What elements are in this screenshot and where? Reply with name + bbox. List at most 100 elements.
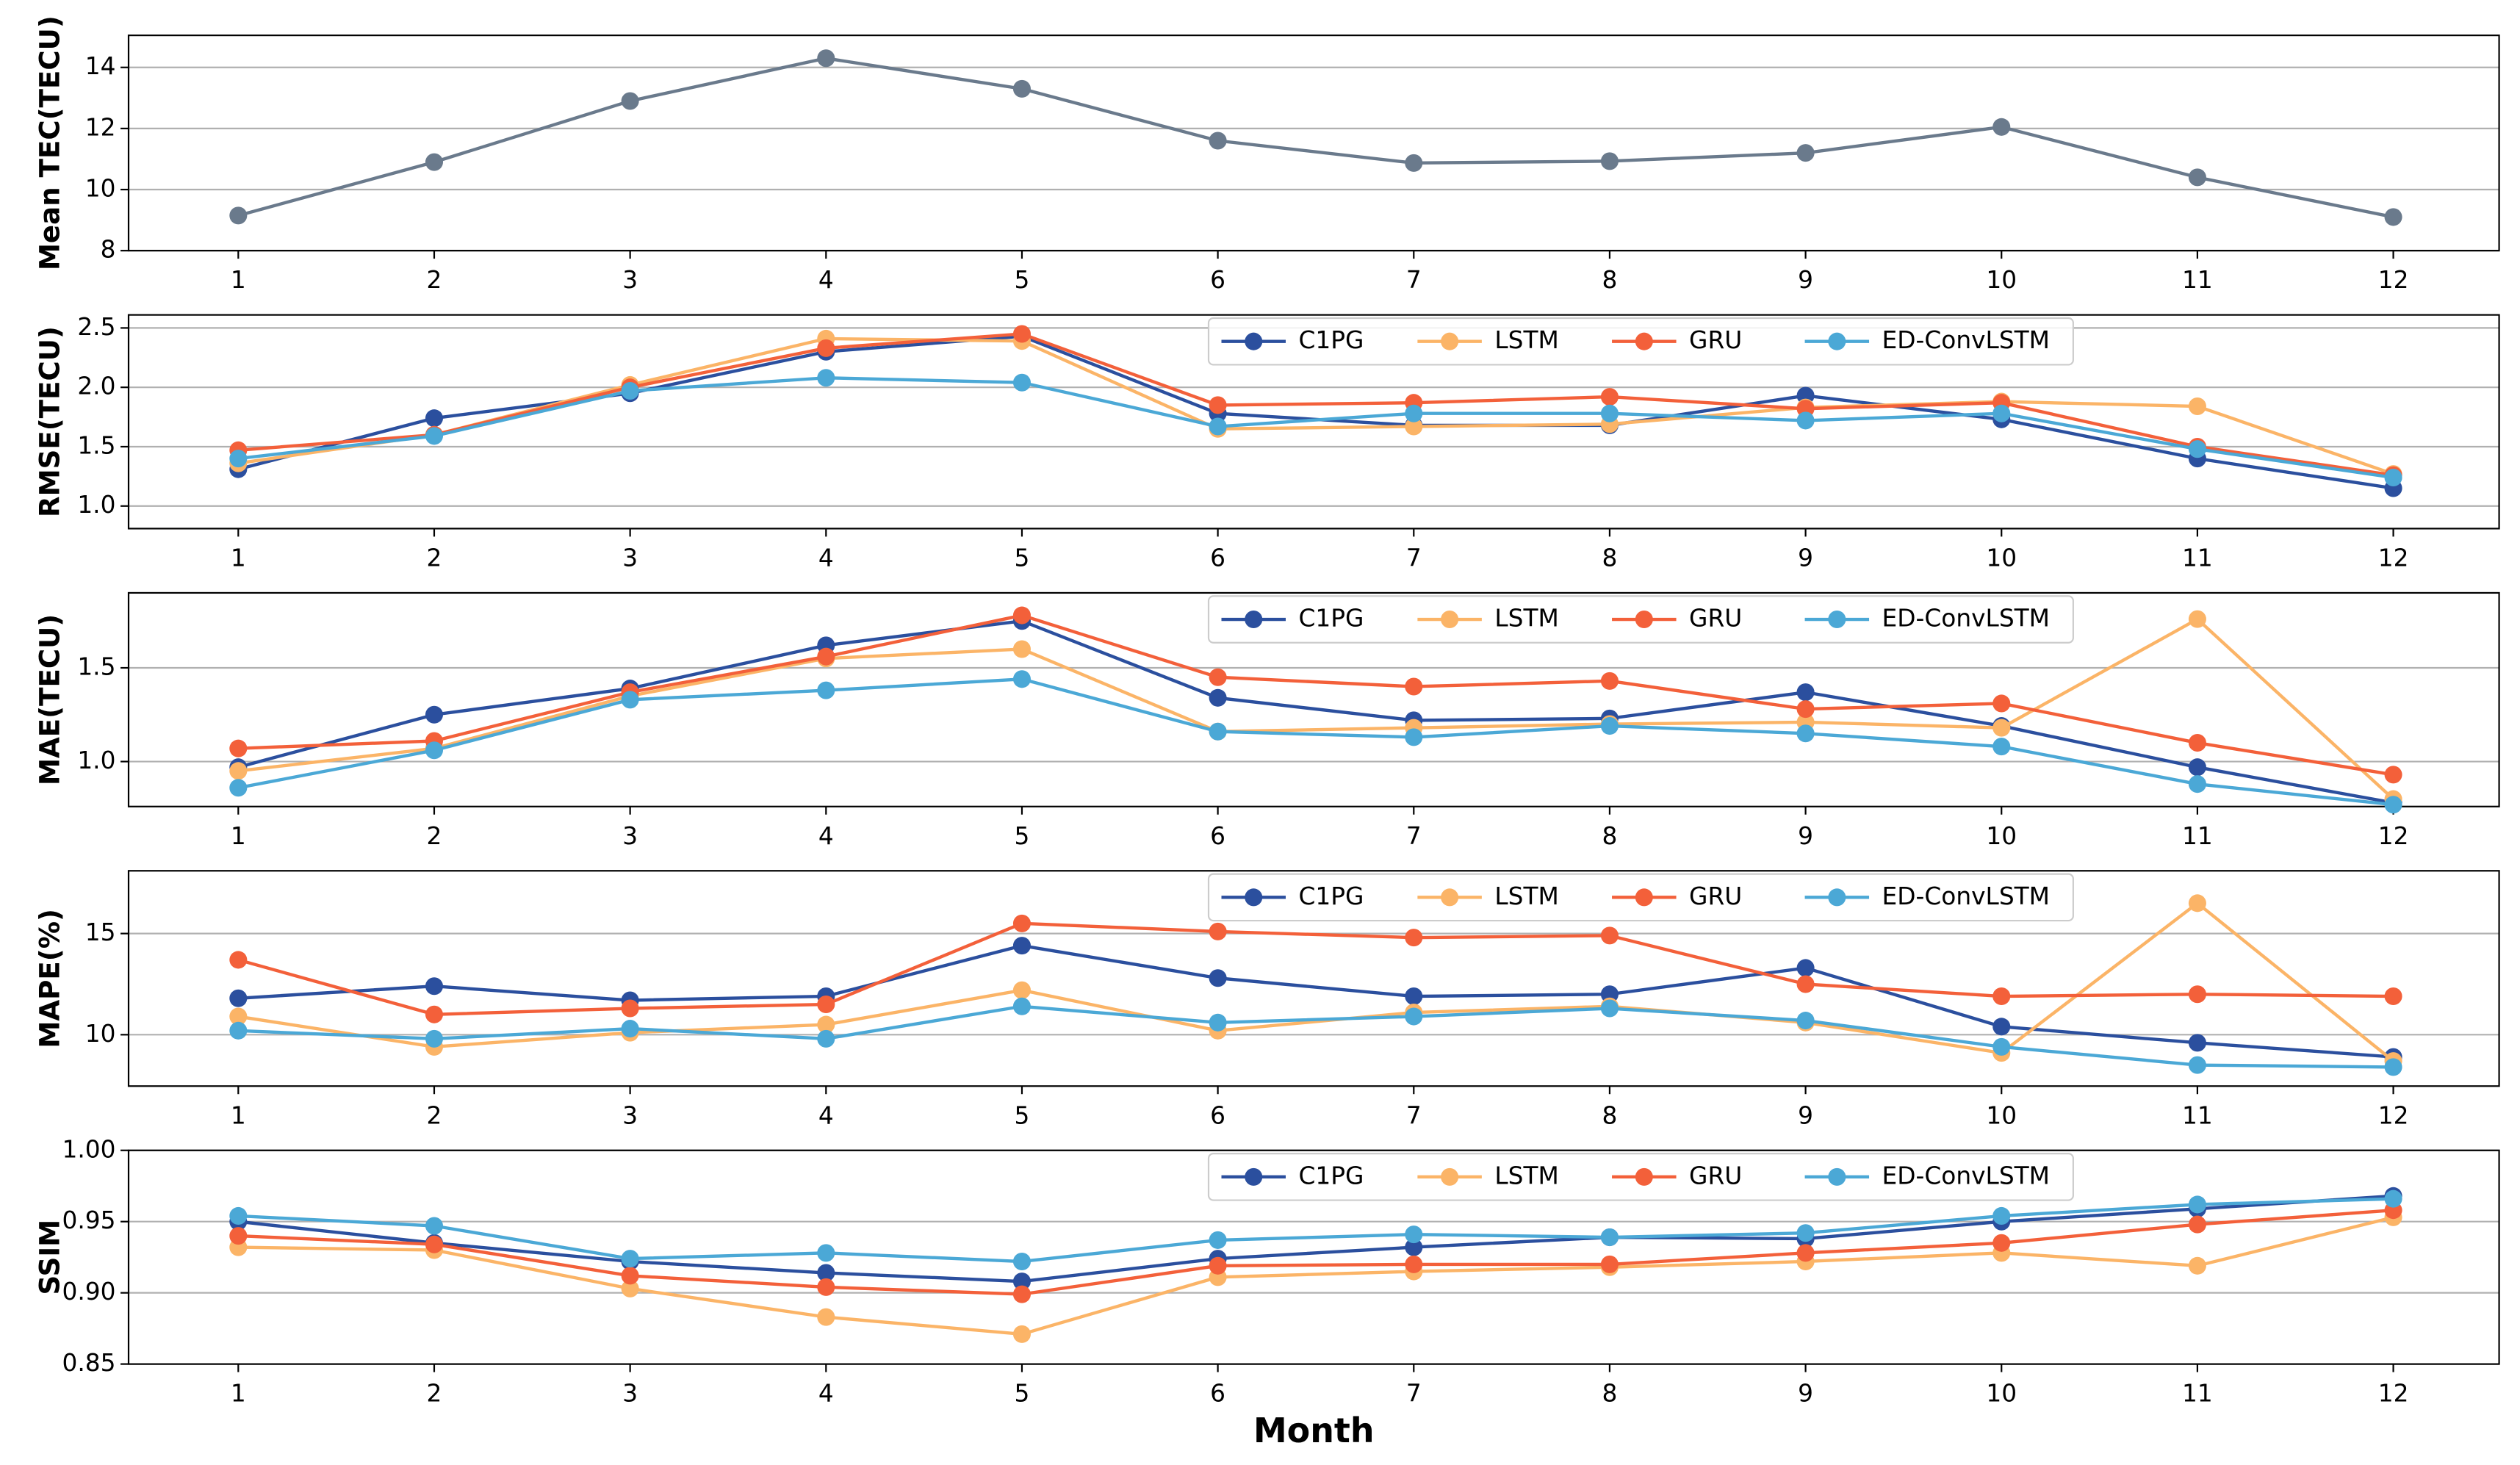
- point: [1600, 1255, 1619, 1273]
- x-tick-label: 4: [818, 1101, 834, 1129]
- point: [621, 691, 639, 709]
- x-tick-label: 10: [1986, 1380, 2017, 1408]
- x-tick-label: 1: [231, 822, 246, 850]
- point: [1600, 404, 1619, 422]
- legend-marker: [1441, 332, 1459, 350]
- point: [621, 1267, 639, 1285]
- point: [2188, 775, 2206, 793]
- point: [1012, 997, 1031, 1015]
- x-tick-label: 12: [2378, 1101, 2409, 1129]
- point: [229, 989, 248, 1007]
- x-tick-label: 8: [1602, 1101, 1617, 1129]
- point: [229, 1021, 248, 1040]
- point: [817, 1015, 835, 1034]
- x-tick-label: 8: [1602, 1380, 1617, 1408]
- point: [817, 995, 835, 1014]
- series-line: [238, 613, 2394, 777]
- point: [817, 1264, 835, 1282]
- point: [1012, 981, 1031, 999]
- x-tick-label: 4: [818, 1380, 834, 1408]
- x-tick-label: 5: [1015, 822, 1030, 850]
- x-tick-label: 1: [231, 1101, 246, 1129]
- point: [2384, 766, 2402, 784]
- x-tick-label: 9: [1798, 544, 1813, 572]
- point: [1405, 1238, 1423, 1256]
- point: [1600, 926, 1619, 945]
- legend-label: C1PG: [1299, 1162, 1364, 1189]
- y-tick-label: 1.5: [77, 652, 115, 680]
- legend-label: C1PG: [1299, 605, 1364, 633]
- legend-label: C1PG: [1299, 326, 1364, 354]
- series-line: [237, 57, 2394, 219]
- x-tick-label: 7: [1406, 266, 1422, 294]
- legend-label: GRU: [1689, 605, 1742, 633]
- legend-marker: [1441, 1167, 1459, 1186]
- point: [1992, 404, 2011, 422]
- point: [1209, 668, 1227, 686]
- x-axis-label: Month: [1253, 1411, 1375, 1450]
- point: [1992, 1206, 2011, 1225]
- point: [1992, 118, 2011, 136]
- point: [817, 1244, 835, 1262]
- point: [2188, 1215, 2206, 1234]
- legend-marker: [1635, 610, 1653, 629]
- point: [425, 705, 444, 724]
- point: [817, 681, 835, 699]
- x-tick-label: 2: [427, 1101, 442, 1129]
- plot-frame: [127, 1149, 2500, 1365]
- series-line: [238, 1209, 2394, 1296]
- point: [1405, 929, 1423, 947]
- point: [621, 1250, 639, 1268]
- point: [621, 92, 639, 110]
- point: [2384, 1058, 2402, 1076]
- x-tick-label: 3: [622, 266, 638, 294]
- point: [1012, 670, 1031, 688]
- point: [1796, 959, 1815, 977]
- x-tick-label: 5: [1015, 544, 1030, 572]
- point: [1405, 404, 1423, 422]
- x-tick-label: 8: [1602, 822, 1617, 850]
- point: [229, 762, 248, 780]
- point: [621, 381, 639, 400]
- legend-marker: [1828, 332, 1846, 350]
- y-tick-label: 2.5: [77, 313, 115, 341]
- series-line: [237, 677, 2394, 807]
- x-tick-label: 7: [1406, 1380, 1422, 1408]
- x-tick-label: 6: [1210, 822, 1225, 850]
- point: [2384, 987, 2402, 1006]
- y-axis-label: MAE(TECU): [33, 614, 65, 785]
- x-tick-label: 6: [1210, 1101, 1225, 1129]
- point: [425, 977, 444, 996]
- point: [1209, 417, 1227, 436]
- x-tick-label: 4: [818, 822, 834, 850]
- point: [425, 741, 444, 760]
- point: [425, 153, 444, 171]
- series-line: [238, 376, 2394, 480]
- point: [2188, 440, 2206, 458]
- point: [1992, 1037, 2011, 1056]
- point: [621, 1279, 639, 1297]
- point: [1796, 1244, 1815, 1262]
- point: [1992, 987, 2011, 1006]
- series-line: [237, 619, 2394, 805]
- point: [1992, 738, 2011, 756]
- point: [1796, 683, 1815, 702]
- series-line: [238, 1004, 2394, 1069]
- point: [1012, 1325, 1031, 1343]
- point: [1600, 1228, 1619, 1247]
- panel: 0.850.900.951.001 2 3 4 5 6 7 8 9 10 11 12SSIMMonth…: [33, 1135, 2500, 1450]
- x-tick-label: 2: [427, 544, 442, 572]
- legend-label: GRU: [1689, 882, 1742, 910]
- point: [817, 1278, 835, 1296]
- point: [1796, 975, 1815, 993]
- y-tick-label: 0.90: [62, 1278, 115, 1306]
- x-tick-label: 2: [427, 822, 442, 850]
- x-tick-label: 5: [1015, 1380, 1030, 1408]
- y-tick-label: 10: [85, 1020, 116, 1048]
- point: [1012, 325, 1031, 343]
- point: [1796, 1224, 1815, 1242]
- x-tick-label: 12: [2378, 266, 2409, 294]
